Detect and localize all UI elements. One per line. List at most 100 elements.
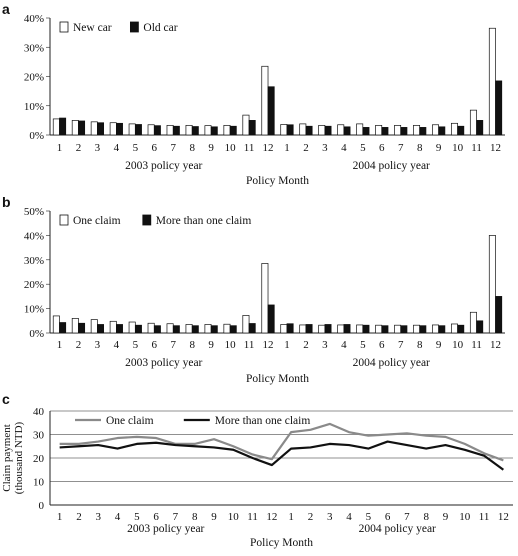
- bar-first-series: [318, 324, 326, 334]
- x-axis-label: Policy Month: [246, 175, 309, 187]
- x-tick-label: 11: [471, 339, 482, 351]
- bar-second-series: [286, 323, 294, 334]
- x-tick-label: 4: [115, 511, 121, 523]
- bar-second-series: [78, 120, 86, 136]
- bar-first-series: [185, 124, 193, 136]
- x-tick-label: 4: [114, 339, 120, 351]
- y-tick-label: 30: [33, 430, 45, 442]
- legend-label: More than one claim: [215, 415, 311, 427]
- bar-first-series: [488, 27, 496, 136]
- x-tick-label: 10: [452, 142, 464, 154]
- bar-first-series: [52, 118, 60, 136]
- x-tick-label: 5: [360, 339, 366, 351]
- x-tick-label: 9: [208, 339, 214, 351]
- y-tick-label: 30%: [24, 42, 44, 54]
- bar-second-series: [59, 117, 67, 136]
- bar-first-series: [128, 321, 136, 334]
- bar-first-series: [375, 124, 383, 136]
- x-tick-label: 7: [170, 142, 176, 154]
- bar-first-series: [394, 124, 402, 136]
- bar-second-series: [438, 126, 446, 136]
- bar-first-series: [109, 122, 117, 136]
- x-tick-label: 9: [443, 511, 449, 523]
- x-tick-label: 8: [189, 142, 195, 154]
- x-tick-label: 12: [263, 339, 274, 351]
- x-tick-label: 6: [379, 339, 385, 351]
- x-tick-label: 5: [133, 142, 139, 154]
- x-tick-label: 8: [417, 142, 423, 154]
- x-tick-label: 7: [398, 142, 404, 154]
- x-tick-label: 8: [189, 339, 195, 351]
- bar-first-series: [488, 235, 496, 334]
- bar-second-series: [362, 127, 370, 136]
- bar-second-series: [248, 120, 256, 136]
- bar-first-series: [242, 315, 250, 334]
- x-tick-label: 12: [498, 511, 509, 523]
- bar-second-series: [59, 322, 67, 334]
- legend-label: New car: [73, 22, 112, 34]
- bar-second-series: [191, 325, 199, 334]
- legend-label: One claim: [73, 215, 121, 227]
- bar-first-series: [166, 323, 174, 334]
- bar-first-series: [147, 124, 155, 136]
- bar-second-series: [229, 125, 237, 136]
- bar-first-series: [204, 324, 212, 334]
- bar-second-series: [324, 324, 332, 334]
- y-axis-label: Claim payment: [1, 424, 13, 492]
- x-tick-label: 1: [288, 511, 294, 523]
- x-tick-label: 10: [225, 142, 237, 154]
- bar-second-series: [210, 126, 218, 136]
- x-tick-label: 1: [57, 142, 63, 154]
- bar-first-series: [450, 323, 458, 334]
- bar-first-series: [71, 120, 79, 136]
- x-tick-label: 9: [436, 142, 442, 154]
- bar-first-series: [223, 323, 231, 334]
- x-tick-label: 8: [417, 339, 423, 351]
- bar-second-series: [172, 125, 180, 136]
- bar-first-series: [299, 324, 307, 334]
- group-label: 2004 policy year: [359, 523, 436, 535]
- group-label: 2003 policy year: [125, 357, 202, 369]
- x-tick-label: 5: [134, 511, 140, 523]
- bar-second-series: [286, 124, 294, 136]
- bar-first-series: [356, 123, 364, 136]
- bar-second-series: [324, 125, 332, 136]
- x-tick-label: 6: [385, 511, 391, 523]
- x-tick-label: 4: [341, 339, 347, 351]
- bar-second-series: [343, 126, 351, 136]
- x-tick-label: 7: [404, 511, 410, 523]
- x-tick-label: 1: [57, 511, 63, 523]
- y-tick-label: 30%: [24, 255, 44, 267]
- x-tick-label: 3: [322, 339, 328, 351]
- x-tick-label: 11: [244, 339, 255, 351]
- x-tick-label: 5: [360, 142, 366, 154]
- bar-first-series: [356, 324, 364, 334]
- bar-first-series: [280, 324, 288, 334]
- x-tick-label: 1: [284, 339, 290, 351]
- x-tick-label: 10: [228, 511, 240, 523]
- bar-first-series: [299, 123, 307, 136]
- bar-first-series: [261, 263, 269, 334]
- legend-swatch: [142, 214, 152, 226]
- bar-first-series: [337, 124, 345, 136]
- series-line: [59, 422, 504, 462]
- bar-second-series: [267, 304, 275, 334]
- bar-first-series: [432, 124, 439, 136]
- bar-second-series: [116, 324, 123, 334]
- bar-second-series: [495, 296, 503, 334]
- bar-first-series: [109, 320, 117, 334]
- x-tick-label: 3: [95, 511, 101, 523]
- x-tick-label: 12: [490, 142, 501, 154]
- bar-second-series: [172, 325, 180, 334]
- x-tick-label: 10: [459, 511, 471, 523]
- x-tick-label: 12: [263, 142, 274, 154]
- y-tick-label: 10: [33, 477, 45, 489]
- x-tick-label: 2: [303, 142, 309, 154]
- bar-second-series: [97, 324, 105, 334]
- bar-second-series: [248, 323, 256, 334]
- bar-second-series: [134, 324, 142, 334]
- y-axis-label: (thousand NTD): [13, 421, 25, 494]
- x-tick-label: 10: [452, 339, 464, 351]
- legend-swatch: [59, 21, 69, 33]
